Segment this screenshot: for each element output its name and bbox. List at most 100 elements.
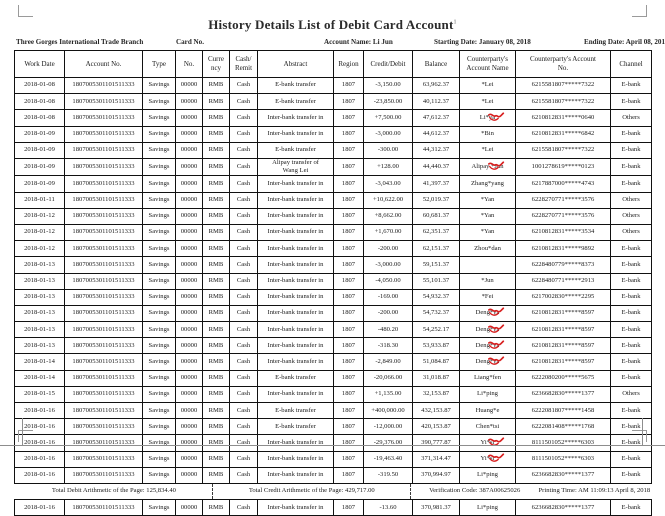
table-row[interactable]: 2018-01-14 1807005301101511333 Savings 0000…	[14, 353, 652, 371]
cell-type: Savings	[142, 191, 176, 209]
cell-work-date: 2018-01-15	[14, 385, 65, 404]
cp-name-text: Zhou*dan	[474, 244, 501, 252]
cell-currency: RMB	[202, 434, 230, 452]
table-row[interactable]: 2018-01-13 1807005301101511333 Savings 0000…	[14, 304, 652, 323]
cell-account-no: 1807005301101511333	[64, 466, 143, 484]
cell-balance: 47,612.37	[412, 109, 460, 127]
cell-abstract: Inter-bank transfer in	[257, 223, 334, 242]
table-row[interactable]: 2018-01-15 1807005301101511333 Savings 0000…	[14, 385, 652, 404]
cell-abstract: Inter-bank transfer in	[257, 191, 334, 209]
table-row[interactable]: 2018-01-13 1807005301101511333 Savings 0000…	[14, 272, 652, 290]
cp-name-text: *Lei	[481, 81, 494, 89]
table-row[interactable]: 2018-01-12 1807005301101511333 Savings 0000…	[14, 207, 652, 225]
cell-cp-account: 6222081807*****1458	[515, 402, 611, 420]
cell-channel: E-bank	[610, 369, 652, 387]
table-row[interactable]: 2018-01-08 1807005301101511333 Savings 0000…	[14, 93, 652, 111]
table-row[interactable]: 2018-01-08 1807005301101511333 Savings 0000…	[14, 76, 652, 95]
cell-balance: 44,612.37	[412, 125, 460, 143]
cell-currency: RMB	[202, 369, 230, 387]
table-row[interactable]: 2018-01-13 1807005301101511333 Savings 0000…	[14, 321, 652, 339]
cp-name-text: Li*ya	[480, 112, 504, 122]
cell-account-no: 1807005301101511333	[64, 175, 143, 193]
table-row[interactable]: 2018-01-13 1807005301101511333 Savings 0000…	[14, 256, 652, 274]
cell-account-no: 1807005301101511333	[64, 418, 143, 436]
cell-balance: 59,151.37	[412, 256, 460, 274]
cell-credit-debit: -3,043.00	[363, 175, 413, 193]
cell-no: 00000	[175, 157, 203, 177]
table-row[interactable]: 2018-01-16 1807005301101511333 Savings 0000…	[14, 418, 652, 436]
cell-no: 00000	[175, 288, 203, 306]
cell-region: 1807	[333, 207, 364, 225]
cell-cp-name: *Lei	[459, 76, 516, 95]
cell-balance: 371,314.47	[412, 450, 460, 468]
red-annotation-icon	[488, 161, 505, 170]
cell-no: 00000	[175, 93, 203, 111]
cell-credit-debit: -200.00	[363, 304, 413, 323]
cell-cp-name: Deng*ya	[459, 353, 516, 371]
table-row[interactable]: 2018-01-09 1807005301101511333 Savings 0000…	[14, 141, 652, 159]
statement-page: History Details List of Debit Card Accou…	[0, 5, 665, 516]
cell-cash-remit: Cash	[229, 157, 258, 177]
cell-no: 00000	[175, 337, 203, 355]
cell-abstract: E-bank transfer	[257, 141, 334, 159]
transactions-table: Work Date Account No. Type No. Curre ncy…	[14, 50, 652, 516]
cell-cash-remit: Cash	[229, 272, 258, 290]
last-cell-abstract: Inter-bank transfer in	[257, 499, 334, 516]
cp-name-text: Li*ping	[477, 471, 498, 479]
cell-cp-name: Deng*ya	[459, 304, 516, 323]
statement-meta: Three Gorges International Trade Branch …	[14, 38, 665, 49]
cell-credit-debit: +128.00	[363, 157, 413, 177]
cell-credit-debit: -319.50	[363, 466, 413, 484]
cell-cash-remit: Cash	[229, 125, 258, 143]
cell-channel: E-bank	[610, 175, 652, 193]
table-row[interactable]: 2018-01-12 1807005301101511333 Savings 0000…	[14, 240, 652, 258]
cell-balance: 62,151.37	[412, 240, 460, 258]
red-annotation-icon	[487, 307, 505, 317]
cell-region: 1807	[333, 157, 364, 177]
cell-credit-debit: -318.30	[363, 337, 413, 355]
table-row[interactable]: 2018-01-16 1807005301101511333 Savings 0000…	[14, 402, 652, 420]
cell-account-no: 1807005301101511333	[64, 304, 143, 323]
cell-no: 00000	[175, 385, 203, 404]
col-credit-debit: Credit/Debit	[363, 50, 413, 78]
cell-currency: RMB	[202, 93, 230, 111]
table-row[interactable]: 2018-01-16 1807005301101511333 Savings 0000…	[14, 499, 652, 516]
last-cell-cash-remit: Cash	[229, 499, 258, 516]
cell-region: 1807	[333, 321, 364, 339]
cell-work-date: 2018-01-13	[14, 337, 65, 355]
cell-balance: 62,351.37	[412, 223, 460, 242]
cell-account-no: 1807005301101511333	[64, 353, 143, 371]
table-row[interactable]: 2018-01-16 1807005301101511333 Savings 0000…	[14, 450, 652, 468]
cell-type: Savings	[142, 402, 176, 420]
cell-cp-name: Li*ping	[459, 385, 516, 404]
cell-no: 00000	[175, 450, 203, 468]
table-row[interactable]: 2018-01-09 1807005301101511333 Savings 0000…	[14, 125, 652, 143]
table-row[interactable]: 2018-01-13 1807005301101511333 Savings 0000…	[14, 337, 652, 355]
cell-abstract: Inter-bank transfer in	[257, 337, 334, 355]
cell-credit-debit: -300.00	[363, 141, 413, 159]
cell-currency: RMB	[202, 141, 230, 159]
table-row[interactable]: 2018-01-14 1807005301101511333 Savings 0000…	[14, 369, 652, 387]
table-row[interactable]: 2018-01-08 1807005301101511333 Savings 0000…	[14, 109, 652, 127]
col-no: No.	[175, 50, 203, 78]
cell-abstract: Inter-bank transfer in	[257, 109, 334, 127]
table-row[interactable]: 2018-01-11 1807005301101511333 Savings 0000…	[14, 191, 652, 209]
cell-channel: Others	[610, 109, 652, 127]
table-row[interactable]: 2018-01-09 1807005301101511333 Savings 0000…	[14, 175, 652, 193]
cell-currency: RMB	[202, 175, 230, 193]
table-row[interactable]: 2018-01-09 1807005301101511333 Savings 0000…	[14, 157, 652, 177]
table-row[interactable]: 2018-01-16 1807005301101511333 Savings 0000…	[14, 434, 652, 452]
cell-cp-name: Deng*ya	[459, 337, 516, 355]
cp-name-text: *Jun	[481, 277, 494, 284]
cell-currency: RMB	[202, 337, 230, 355]
table-row[interactable]: 2018-01-13 1807005301101511333 Savings 0000…	[14, 288, 652, 306]
cell-currency: RMB	[202, 191, 230, 209]
last-cell-channel: E-bank	[610, 499, 652, 516]
cell-abstract: Inter-bank transfer in	[257, 353, 334, 371]
table-row[interactable]: 2018-01-16 1807005301101511333 Savings 0000…	[14, 466, 652, 484]
red-annotation-icon	[487, 356, 505, 365]
table-row[interactable]: 2018-01-12 1807005301101511333 Savings 0000…	[14, 223, 652, 242]
cell-channel: E-bank	[610, 450, 652, 468]
cell-work-date: 2018-01-13	[14, 272, 65, 290]
cell-cp-account: 6210812831*****8597	[515, 321, 611, 339]
